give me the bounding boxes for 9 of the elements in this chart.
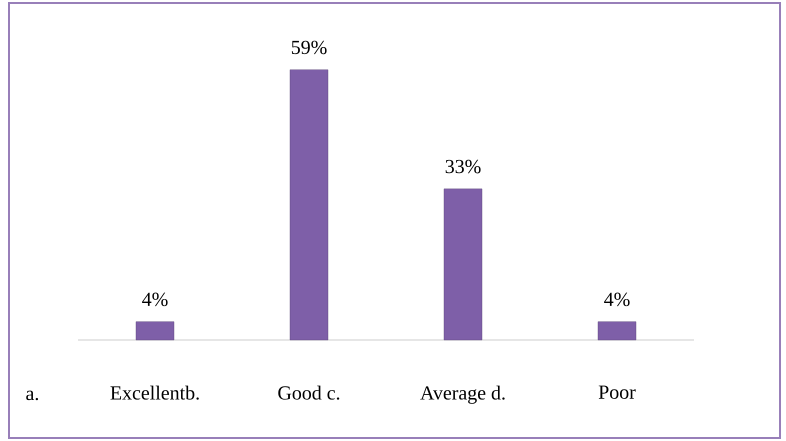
data-label: 4% [142,292,168,306]
x-tick-label: Excellentb. [110,386,199,400]
data-label: 33% [446,160,481,174]
data-label: 59% [292,40,327,54]
text: a. [26,390,38,400]
data-label: 4% [604,292,630,306]
x-tick-label: Average d. [420,386,505,404]
x-tick-label: Good c. [278,386,340,400]
x-tick-label: Poor [598,386,636,399]
